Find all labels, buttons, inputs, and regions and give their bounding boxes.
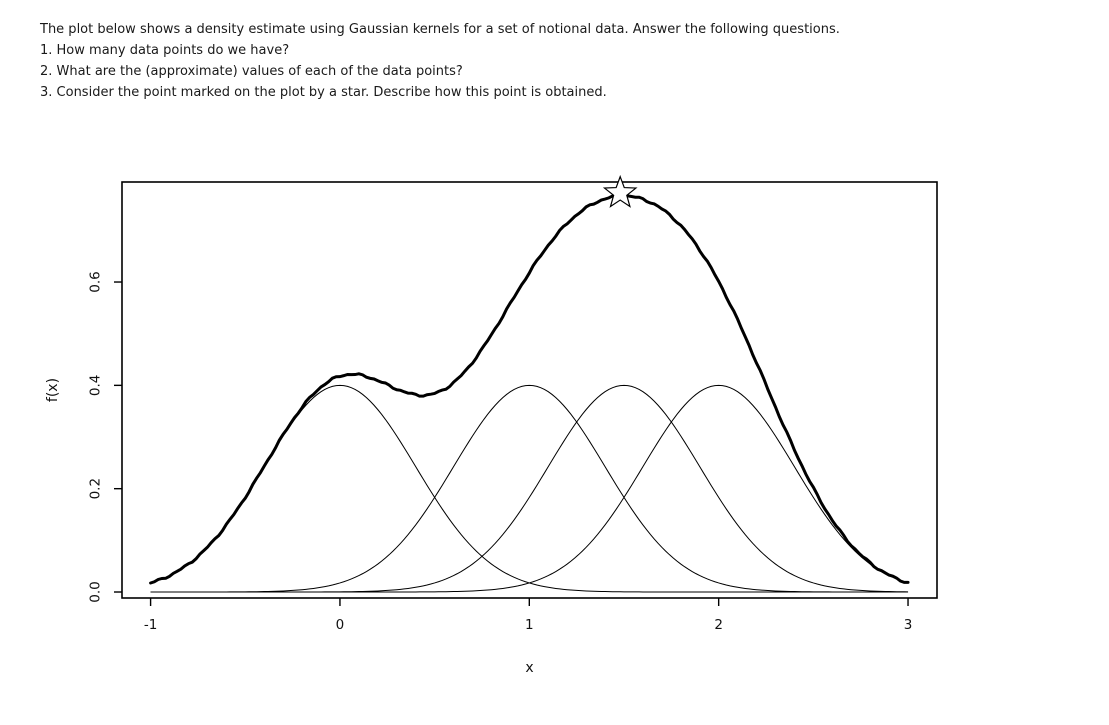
kernel-curve-1 xyxy=(150,384,909,593)
x-axis-title: x xyxy=(525,660,533,676)
density-curve xyxy=(149,194,910,585)
x-axis-tick-label: 2 xyxy=(714,617,723,633)
question-block: The plot below shows a density estimate … xyxy=(40,19,840,103)
kernel-curve-3 xyxy=(150,384,909,593)
x-axis-tick-label: -1 xyxy=(144,617,157,633)
star-marker-icon xyxy=(602,174,638,208)
y-axis-tick-label: 0.4 xyxy=(88,375,104,396)
x-axis-tick-label: 3 xyxy=(904,617,913,633)
question-2: 2. What are the (approximate) values of … xyxy=(40,64,463,79)
question-intro: The plot below shows a density estimate … xyxy=(40,22,840,37)
kernel-curve-2 xyxy=(150,384,909,593)
y-axis-tick-label: 0.0 xyxy=(88,581,104,602)
y-axis-tick-label: 0.2 xyxy=(88,478,104,499)
y-axis-title: f(x) xyxy=(45,378,61,402)
question-1: 1. How many data points do we have? xyxy=(40,43,290,58)
question-3: 3. Consider the point marked on the plot… xyxy=(40,85,607,100)
x-axis-tick-label: 0 xyxy=(336,617,345,633)
x-axis-tick-label: 1 xyxy=(525,617,534,633)
plot-frame xyxy=(121,181,938,599)
y-axis-tick-label: 0.6 xyxy=(88,271,104,292)
kernel-curve-4 xyxy=(150,384,909,593)
